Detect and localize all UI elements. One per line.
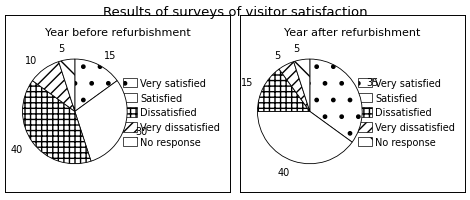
Wedge shape xyxy=(258,112,352,164)
Legend: Very satisfied, Satisfied, Dissatisfied, Very dissatisfied, No response: Very satisfied, Satisfied, Dissatisfied,… xyxy=(355,75,458,150)
Text: Year after refurbishment: Year after refurbishment xyxy=(284,28,421,38)
Text: 40: 40 xyxy=(11,144,23,154)
Wedge shape xyxy=(23,81,91,164)
Legend: Very satisfied, Satisfied, Dissatisfied, Very dissatisfied, No response: Very satisfied, Satisfied, Dissatisfied,… xyxy=(120,75,223,150)
Wedge shape xyxy=(75,60,117,112)
Wedge shape xyxy=(310,60,362,142)
Text: 5: 5 xyxy=(294,44,300,54)
Wedge shape xyxy=(59,60,75,112)
Wedge shape xyxy=(258,70,310,112)
Text: 15: 15 xyxy=(241,78,253,88)
Wedge shape xyxy=(75,81,127,161)
Text: 35: 35 xyxy=(367,78,379,88)
Wedge shape xyxy=(32,62,75,112)
Text: 10: 10 xyxy=(25,55,37,65)
Text: 30: 30 xyxy=(135,126,148,136)
Text: 15: 15 xyxy=(104,50,116,60)
Text: 5: 5 xyxy=(274,50,281,60)
Wedge shape xyxy=(279,62,310,112)
Text: Year before refurbishment: Year before refurbishment xyxy=(45,28,190,38)
Text: 5: 5 xyxy=(59,44,65,54)
Text: 40: 40 xyxy=(278,167,290,177)
Wedge shape xyxy=(294,60,310,112)
Text: Results of surveys of visitor satisfaction: Results of surveys of visitor satisfacti… xyxy=(102,6,368,19)
